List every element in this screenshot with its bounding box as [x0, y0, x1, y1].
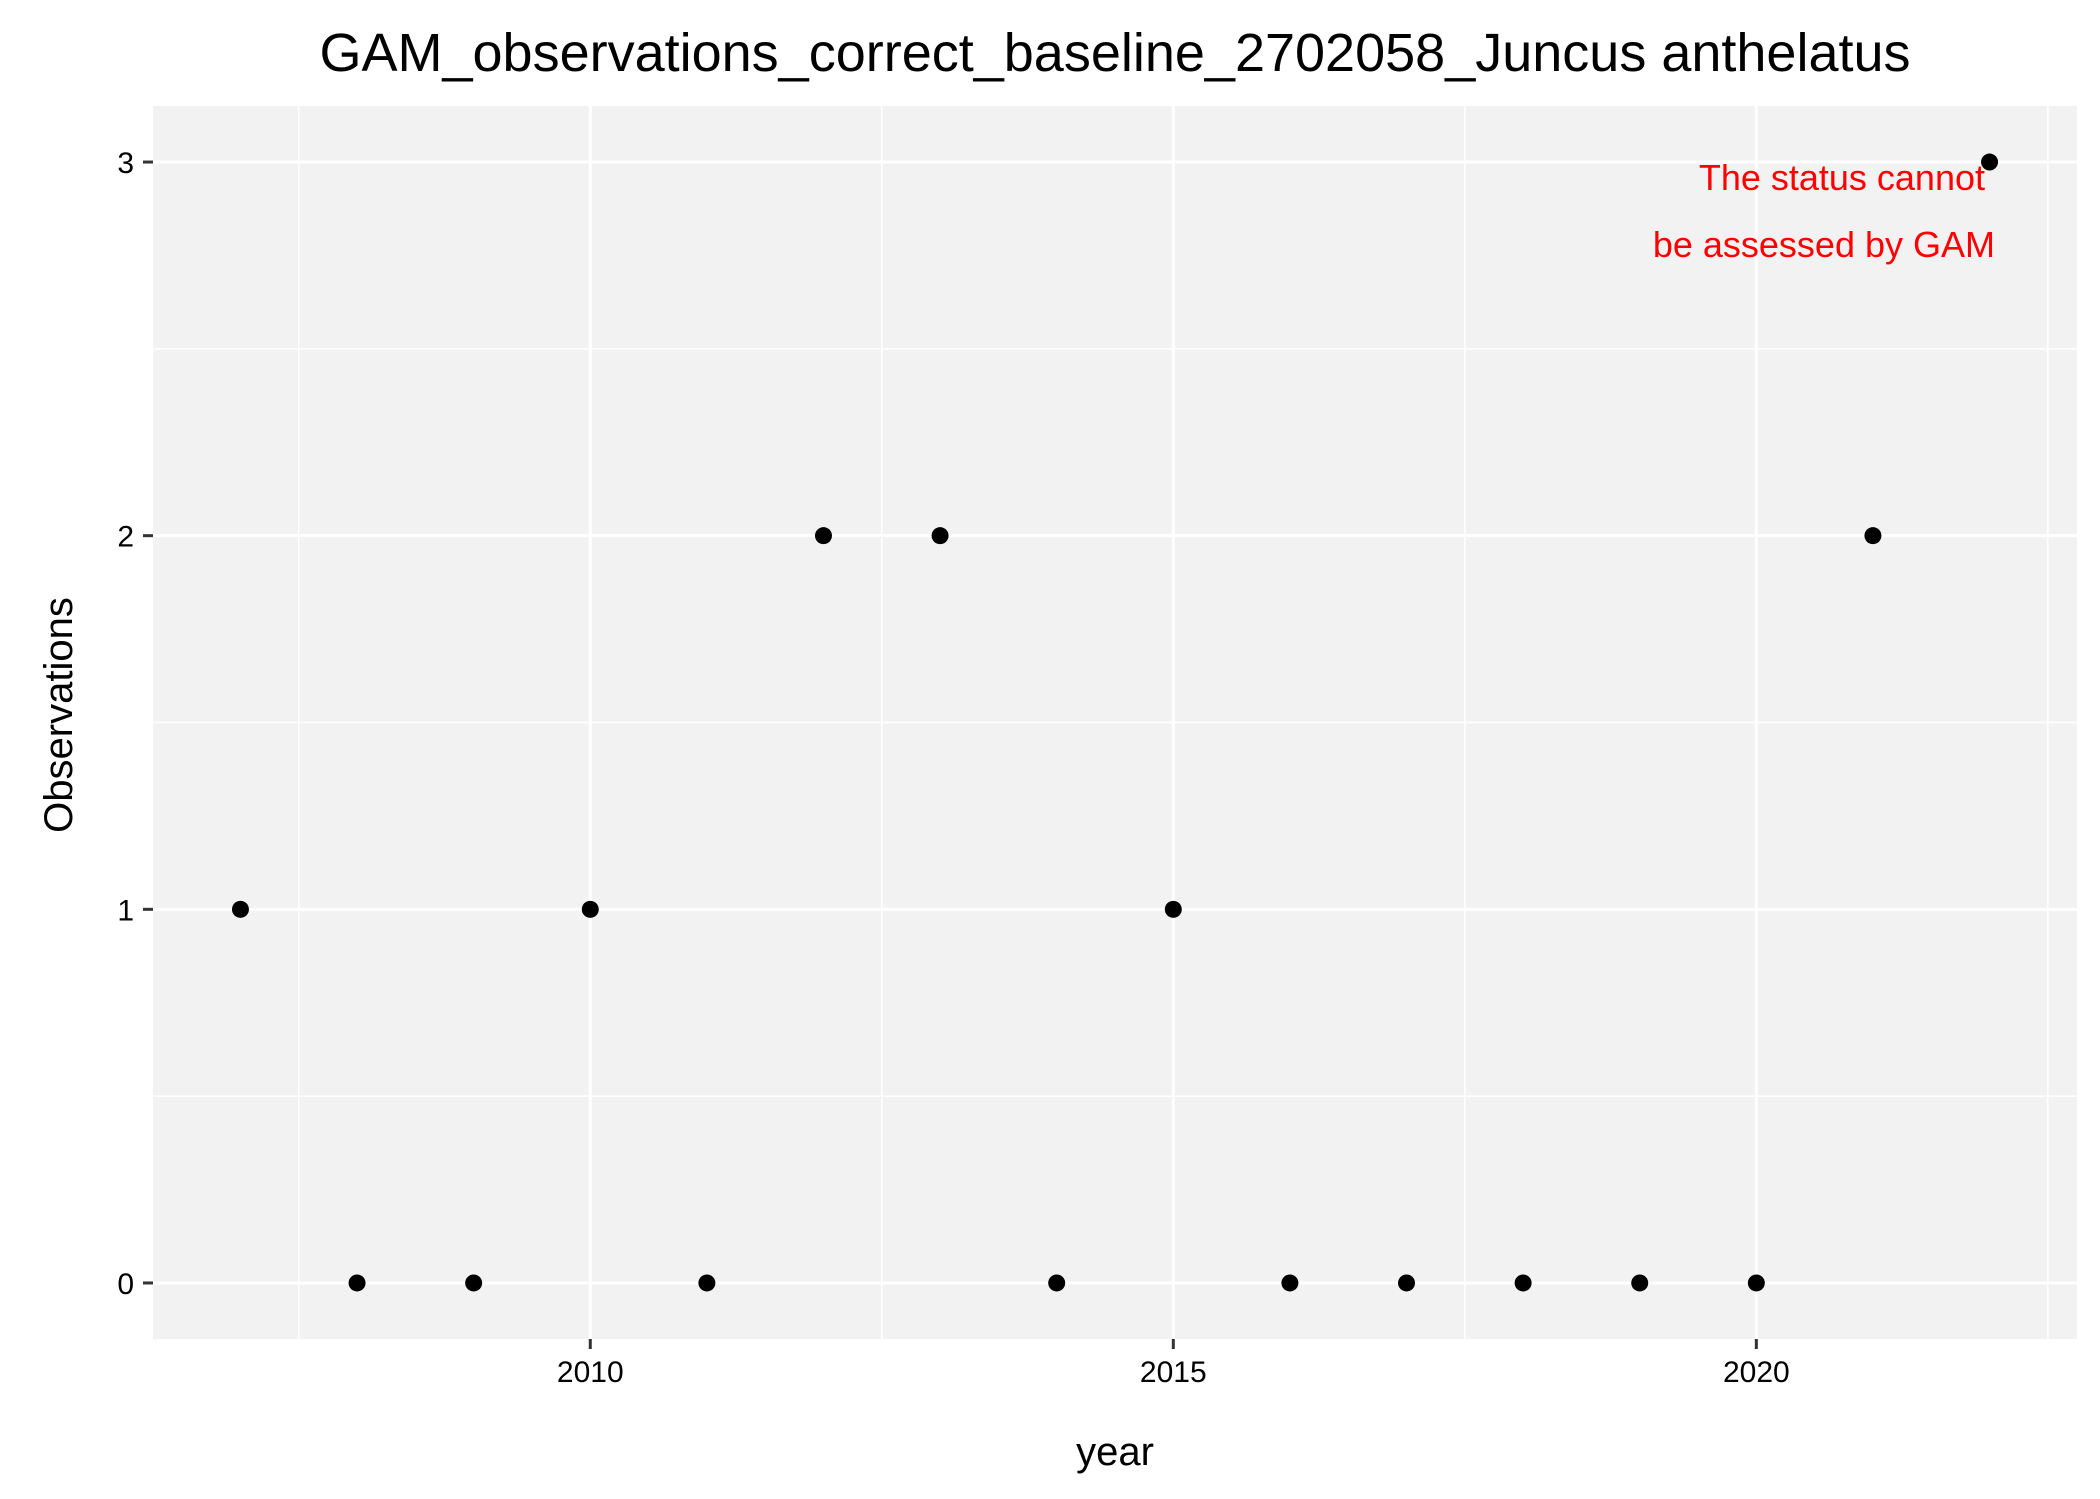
- annotation-line-1: The status cannot: [1699, 157, 1985, 198]
- data-point: [814, 527, 832, 545]
- annotation-line-2: be assessed by GAM: [1653, 224, 1995, 265]
- y-tick-label: 2: [117, 521, 134, 554]
- x-tick-label: 2010: [557, 1356, 624, 1389]
- axes: 2010 2015 2020 0 1 2 3: [117, 147, 1789, 1389]
- x-axis-title: year: [1076, 1430, 1154, 1474]
- data-point: [465, 1274, 483, 1292]
- data-point: [581, 900, 599, 918]
- data-point: [1981, 153, 1999, 171]
- data-point: [1164, 900, 1182, 918]
- data-point: [1514, 1274, 1532, 1292]
- data-points: [231, 153, 1999, 1292]
- data-point: [931, 527, 949, 545]
- data-point: [1631, 1274, 1649, 1292]
- x-tick-label: 2015: [1140, 1356, 1207, 1389]
- data-point: [1048, 1274, 1066, 1292]
- data-point: [231, 900, 249, 918]
- y-tick-label: 0: [117, 1268, 134, 1301]
- data-point: [1747, 1274, 1765, 1292]
- y-tick-label: 1: [117, 894, 134, 927]
- data-point: [1864, 527, 1882, 545]
- data-point: [698, 1274, 716, 1292]
- y-axis-title: Observations: [37, 597, 81, 833]
- data-point: [348, 1274, 366, 1292]
- data-point: [1281, 1274, 1299, 1292]
- y-tick-label: 3: [117, 147, 134, 180]
- data-point: [1398, 1274, 1416, 1292]
- x-tick-label: 2020: [1723, 1356, 1790, 1389]
- chart-title: GAM_observations_correct_baseline_270205…: [319, 23, 1910, 83]
